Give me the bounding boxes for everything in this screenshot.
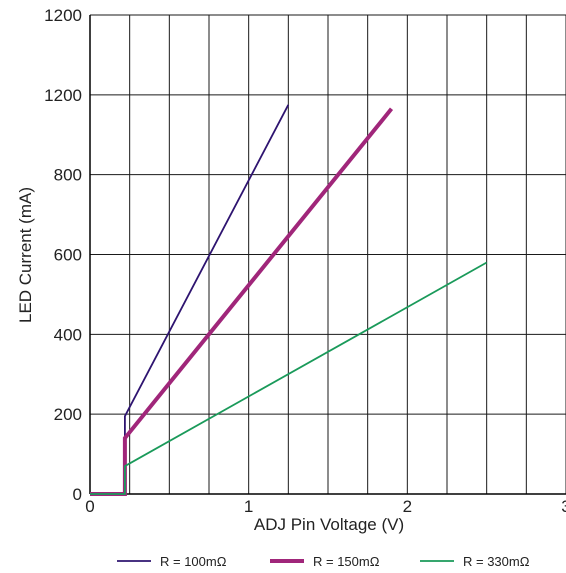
- series-lines: [90, 104, 488, 496]
- x-tick-label: 3: [561, 497, 566, 516]
- x-axis-ticks: 0 1 2 3: [85, 497, 566, 516]
- y-axis-title: LED Current (mA): [16, 187, 35, 323]
- y-axis-ticks: 0 200 400 600 800 1200 1200: [44, 6, 82, 504]
- x-tick-label: 2: [403, 497, 412, 516]
- legend-label-1: R = 100mΩ: [160, 554, 227, 569]
- series-line-3: [90, 261, 488, 495]
- y-tick-label: 800: [54, 166, 82, 185]
- series-line-1: [90, 104, 290, 495]
- grid-lines: [89, 14, 566, 495]
- y-tick-label: 1200: [44, 6, 82, 25]
- y-tick-label: 600: [54, 246, 82, 265]
- series-line-2: [90, 107, 394, 496]
- y-tick-label: 0: [73, 485, 82, 504]
- y-tick-label: 400: [54, 325, 82, 344]
- y-tick-label: 200: [54, 405, 82, 424]
- legend: R = 100mΩ R = 150mΩ R = 330mΩ: [117, 554, 530, 569]
- x-axis-title: ADJ Pin Voltage (V): [254, 515, 404, 534]
- x-tick-label: 0: [85, 497, 94, 516]
- legend-label-2: R = 150mΩ: [313, 554, 380, 569]
- x-tick-label: 1: [244, 497, 253, 516]
- plot-frame: [89, 15, 566, 495]
- legend-label-3: R = 330mΩ: [463, 554, 530, 569]
- y-tick-label: 1200: [44, 86, 82, 105]
